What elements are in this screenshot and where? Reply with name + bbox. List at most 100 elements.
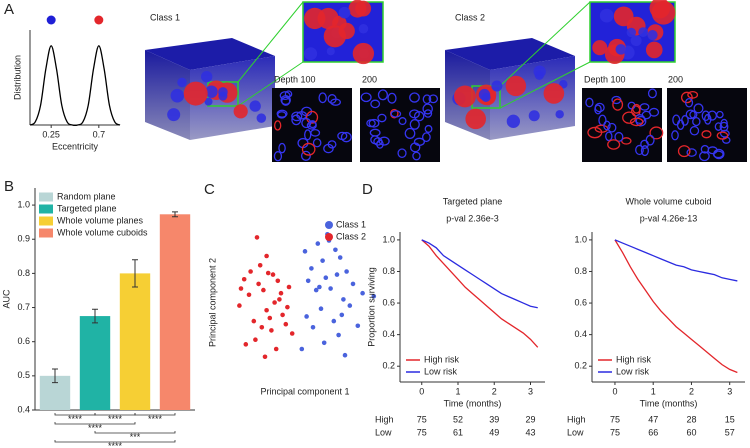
- risk-count: 66: [648, 427, 658, 437]
- cell-outline: [312, 138, 322, 148]
- cell-outline: [273, 151, 283, 162]
- legend-label: Class 2: [336, 231, 366, 241]
- cell-outline: [327, 94, 337, 104]
- point: [277, 297, 282, 302]
- point: [347, 303, 353, 308]
- x-tick-label: 2: [689, 386, 694, 396]
- cell: [249, 100, 261, 112]
- point: [344, 269, 349, 274]
- cell-outline: [648, 107, 660, 117]
- point: [341, 297, 346, 302]
- cell-outline: [684, 97, 694, 108]
- cell-outline: [699, 151, 710, 162]
- point: [331, 318, 337, 324]
- significance-bracket: [94, 431, 176, 434]
- panel-letter: B: [4, 178, 14, 195]
- cell: [304, 47, 318, 61]
- point: [246, 292, 252, 298]
- line-series: [614, 239, 738, 374]
- cell-outline: [278, 142, 286, 154]
- significance-label: ****: [108, 441, 123, 448]
- point: [320, 258, 325, 263]
- cell: [304, 7, 326, 30]
- legend-label: High risk: [424, 354, 460, 364]
- cell: [167, 108, 181, 122]
- point: [321, 340, 327, 346]
- x-tick-label: 0.25: [42, 129, 60, 139]
- point: [275, 278, 281, 284]
- point: [350, 281, 356, 287]
- cell-outline: [340, 131, 352, 143]
- micro-image: [582, 88, 662, 162]
- cell-outline: [291, 111, 303, 122]
- cell-outline: [423, 109, 433, 118]
- cell: [348, 0, 367, 18]
- cell: [533, 65, 546, 78]
- cell-outline: [366, 119, 376, 128]
- cell-outline: [687, 90, 699, 99]
- point: [323, 275, 329, 281]
- line-series: [421, 239, 538, 309]
- depth-label: Depth 100: [274, 74, 316, 84]
- cell-outline: [612, 98, 624, 111]
- point: [253, 337, 258, 343]
- cell: [491, 80, 503, 92]
- cell: [170, 88, 185, 103]
- point: [339, 312, 345, 318]
- point: [262, 354, 268, 360]
- cell-outline: [716, 131, 729, 140]
- cell-outline: [632, 103, 641, 114]
- cell-outline: [360, 92, 372, 103]
- y-tick-label: 0.8: [382, 266, 395, 276]
- cell-outline: [281, 96, 291, 106]
- cell-outline: [304, 129, 312, 141]
- cell-outline: [422, 132, 431, 143]
- point: [251, 318, 257, 324]
- cell-outline: [700, 144, 710, 154]
- micro-image: [667, 88, 747, 162]
- point: [334, 272, 340, 277]
- cell: [615, 44, 627, 55]
- point: [371, 294, 377, 299]
- x-tick-label: 3: [528, 386, 533, 396]
- cell: [528, 110, 540, 122]
- legend-label: Targeted plane: [57, 203, 117, 213]
- point: [305, 278, 311, 284]
- x-tick-label: 1: [651, 386, 656, 396]
- cell: [630, 35, 642, 47]
- point: [328, 286, 333, 291]
- point: [333, 247, 338, 253]
- depth-label: 200: [668, 74, 683, 84]
- point: [267, 315, 273, 321]
- cell-outline: [284, 90, 293, 98]
- class-title: Class 2: [455, 12, 485, 22]
- cell-outline: [409, 142, 421, 153]
- cell-outline: [607, 139, 621, 150]
- cell-outline: [279, 91, 291, 101]
- cell-outline: [409, 92, 420, 103]
- risk-count: 75: [417, 414, 427, 424]
- risk-count: 39: [489, 414, 499, 424]
- point: [304, 314, 309, 319]
- panel-letter: C: [204, 181, 215, 198]
- significance-label: ****: [68, 414, 83, 424]
- y-tick-label: 1.0: [17, 199, 30, 209]
- legend-swatch: [325, 233, 333, 241]
- cell-outline: [301, 142, 316, 156]
- risk-count: 29: [525, 414, 535, 424]
- zoom-line: [237, 1, 304, 83]
- x-axis-label: Time (months): [444, 398, 502, 408]
- significance-label: ***: [130, 432, 141, 442]
- cell-outline: [649, 126, 664, 140]
- chart-subtitle: p-val 4.26e-13: [640, 213, 698, 223]
- cell: [613, 6, 634, 27]
- cell-outline: [428, 94, 439, 104]
- point: [278, 290, 284, 296]
- risk-count: 57: [725, 427, 735, 437]
- x-axis-label: Time (months): [640, 398, 698, 408]
- error-bar: [52, 368, 58, 384]
- zoom-line: [237, 61, 304, 107]
- cell-outline: [607, 122, 617, 133]
- point: [264, 307, 269, 313]
- cell: [218, 87, 228, 97]
